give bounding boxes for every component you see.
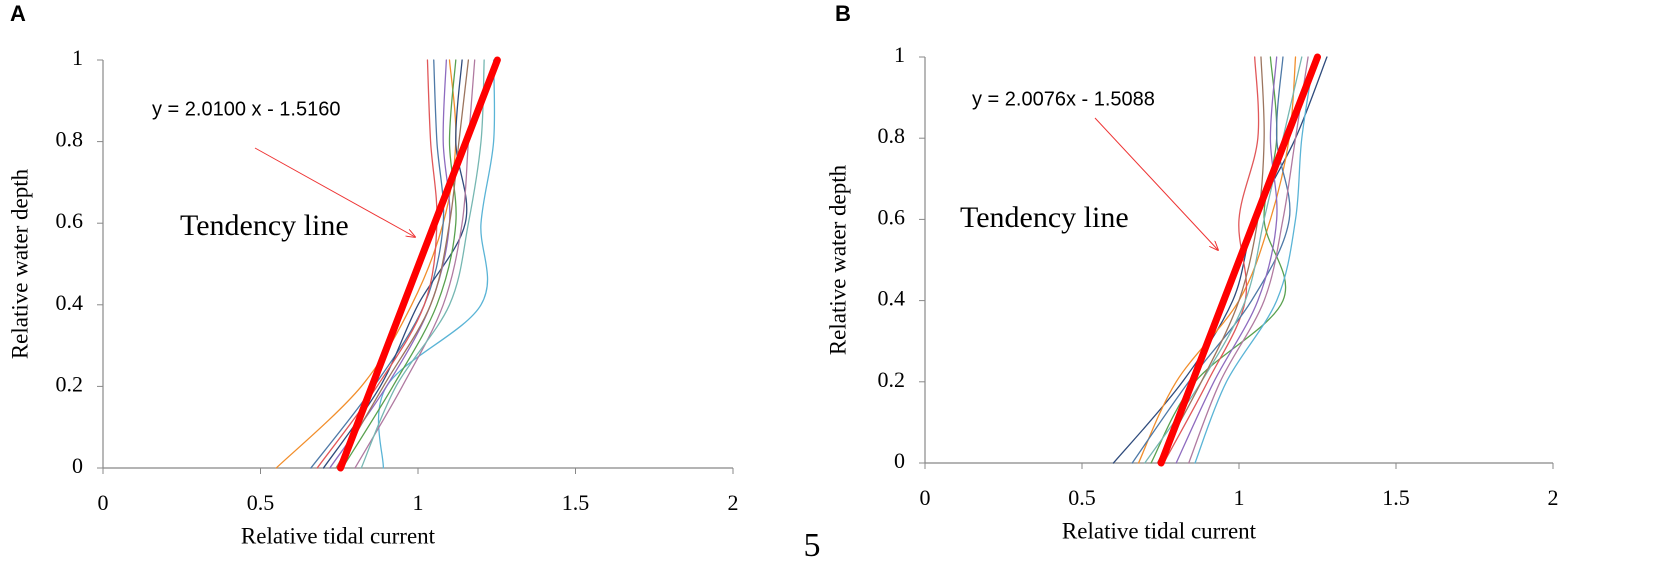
y-tick-label: 0.6 xyxy=(56,208,84,233)
annotation-arrow xyxy=(254,147,415,237)
profile-line xyxy=(1157,53,1321,467)
annotation-arrow xyxy=(1094,117,1218,250)
y-tick-label: 0.2 xyxy=(878,367,906,392)
x-tick-label: 1 xyxy=(413,490,424,515)
x-tick-label: 1.5 xyxy=(562,490,590,515)
y-tick-label: 1 xyxy=(894,42,905,67)
panel-label: A xyxy=(10,1,26,26)
x-tick-label: 2 xyxy=(1548,485,1559,510)
equation: y = 2.0100 x - 1.5160 xyxy=(152,98,340,120)
profile-line xyxy=(322,59,468,469)
profile-line xyxy=(1162,56,1260,464)
x-tick-label: 1.5 xyxy=(1382,485,1410,510)
y-tick-label: 0.4 xyxy=(56,290,84,315)
profile-line xyxy=(310,59,445,469)
profile-line xyxy=(335,59,470,469)
profile-line xyxy=(1188,56,1309,464)
x-tick-label: 0 xyxy=(98,490,109,515)
annotation: Tendency line xyxy=(180,209,349,242)
profile-line xyxy=(1131,56,1291,464)
y-tick-label: 0.8 xyxy=(878,123,906,148)
x-tick-label: 0 xyxy=(920,485,931,510)
y-tick-label: 0.8 xyxy=(56,127,84,152)
y-tick-label: 0.6 xyxy=(878,204,906,229)
equation: y = 2.0076x - 1.5088 xyxy=(972,88,1155,110)
profile-line xyxy=(329,59,451,469)
profile-line xyxy=(1194,56,1316,464)
profile-line xyxy=(1175,56,1278,464)
profile-line xyxy=(1156,56,1265,464)
y-tick-label: 0 xyxy=(72,453,83,478)
profile-line xyxy=(360,59,485,469)
x-tick-label: 0.5 xyxy=(247,490,275,515)
profile-line xyxy=(341,59,457,469)
x-tick-label: 0.5 xyxy=(1068,485,1096,510)
y-axis-label: Relative water depth xyxy=(7,168,32,359)
x-tick-label: 1 xyxy=(1234,485,1245,510)
y-tick-label: 0.4 xyxy=(878,286,906,311)
x-axis-label: Relative tidal current xyxy=(241,523,436,548)
y-tick-label: 0.2 xyxy=(56,371,84,396)
profile-line xyxy=(1144,56,1303,464)
annotation: Tendency line xyxy=(960,201,1129,234)
profile-line xyxy=(377,59,496,469)
y-tick-label: 1 xyxy=(72,45,83,70)
x-axis-label: Relative tidal current xyxy=(1062,518,1257,543)
profile-line xyxy=(337,56,501,472)
x-tick-label: 2 xyxy=(728,490,739,515)
page-number: 5 xyxy=(804,527,821,564)
profile-line xyxy=(1150,56,1287,464)
panel-label: B xyxy=(835,1,851,26)
y-axis-label: Relative water depth xyxy=(825,164,850,355)
y-tick-label: 0 xyxy=(894,448,905,473)
